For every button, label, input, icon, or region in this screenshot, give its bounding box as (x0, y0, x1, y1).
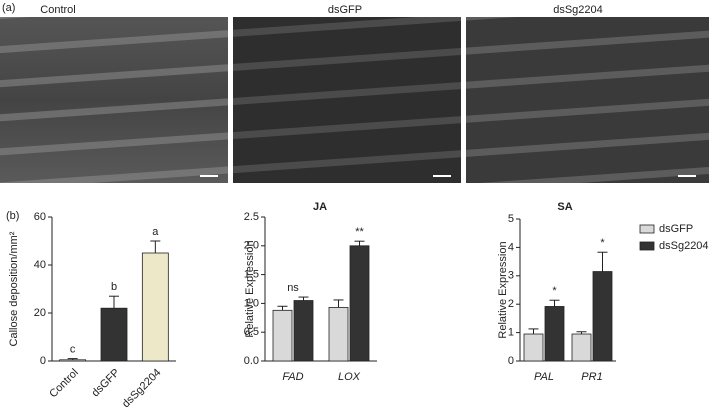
y-tick-label: 0.5 (244, 326, 259, 338)
x-tick-label: dsSg2204 (120, 367, 164, 411)
y-tick-label: 20 (34, 307, 46, 319)
y-axis-label: Callose deposition/mm² (8, 231, 20, 346)
y-tick-label: 5 (508, 213, 514, 225)
chart-title: JA (313, 201, 327, 213)
y-tick-label: 0.0 (244, 355, 259, 367)
y-tick-label: 1.0 (244, 297, 259, 309)
bar (571, 333, 592, 362)
y-tick-label: 2.5 (244, 211, 259, 223)
legend-label: dsGFP (659, 223, 693, 235)
y-tick-label: 2 (508, 298, 514, 310)
bar (592, 271, 613, 362)
x-tick-label: FAD (282, 371, 303, 383)
y-axis-label: Relative Expression (244, 240, 256, 337)
significance-label: b (111, 281, 117, 293)
x-tick-label: PR1 (581, 371, 602, 383)
bar (523, 333, 544, 362)
chart-title: SA (557, 201, 572, 213)
bar (272, 309, 293, 362)
significance-label: c (70, 344, 76, 356)
legend-label: dsSg2204 (659, 240, 709, 252)
y-tick-label: 0 (508, 355, 514, 367)
panel-label: (a) (2, 2, 15, 14)
bar (100, 307, 128, 362)
significance-label: a (152, 226, 159, 238)
image-label: dsSg2204 (553, 4, 603, 16)
legend-swatch (639, 241, 655, 251)
bar (349, 245, 370, 362)
bar (544, 306, 565, 362)
y-tick-label: 40 (34, 259, 46, 271)
y-tick-label: 1 (508, 327, 514, 339)
x-tick-label: dsGFP (89, 367, 122, 400)
significance-label: * (600, 237, 605, 249)
x-tick-label: Control (47, 367, 81, 401)
micrograph (0, 17, 228, 183)
image-label: Control (40, 4, 75, 16)
significance-label: ns (287, 282, 299, 294)
image-label: dsGFP (328, 4, 362, 16)
significance-label: ** (355, 226, 364, 238)
y-axis-label: Relative Expression (497, 241, 509, 338)
y-tick-label: 60 (34, 211, 46, 223)
micrograph (233, 17, 461, 183)
y-tick-label: 3 (508, 270, 514, 282)
y-tick-label: 2.0 (244, 240, 259, 252)
x-tick-label: LOX (338, 371, 361, 383)
y-tick-label: 0 (40, 355, 46, 367)
micrograph (466, 17, 709, 183)
bar (59, 359, 87, 362)
x-tick-label: PAL (534, 371, 554, 383)
bar (293, 300, 314, 362)
panel-label: (b) (6, 210, 19, 222)
y-tick-label: 4 (508, 241, 514, 253)
legend-swatch (639, 224, 655, 234)
y-tick-label: 1.5 (244, 269, 259, 281)
bar (328, 307, 349, 362)
bar (141, 252, 169, 362)
significance-label: * (552, 285, 557, 297)
